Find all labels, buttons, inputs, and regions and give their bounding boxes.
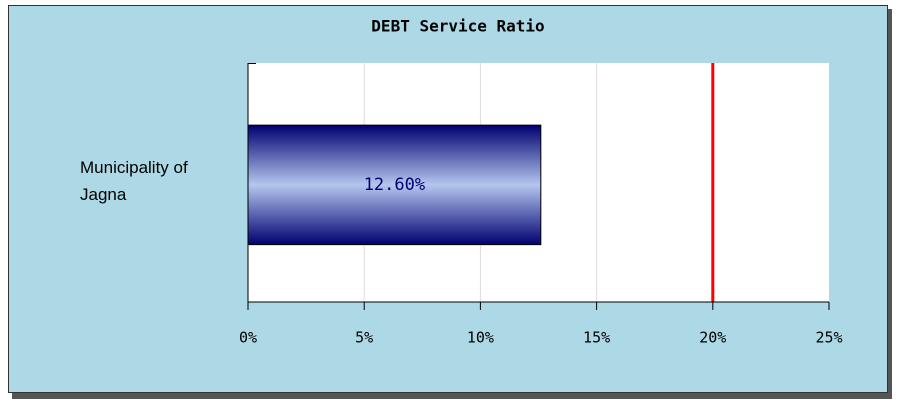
category-label: Municipality of Jagna	[80, 158, 188, 204]
value-label: 12.60%	[364, 175, 425, 195]
x-tick-label: 25%	[815, 329, 842, 347]
x-tick-label: 20%	[699, 329, 726, 347]
x-tick-label: 15%	[583, 329, 610, 347]
x-tick-label: 10%	[467, 329, 494, 347]
chart-title: DEBT Service Ratio	[371, 17, 544, 36]
x-tick-label: 0%	[239, 329, 257, 347]
x-tick-label: 5%	[355, 329, 373, 347]
bar	[247, 124, 542, 246]
